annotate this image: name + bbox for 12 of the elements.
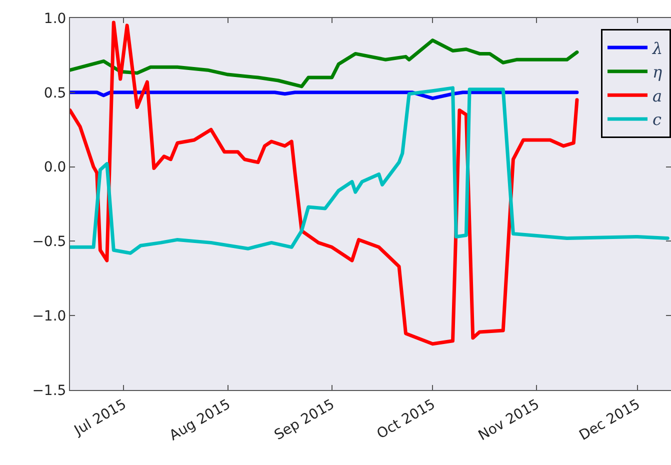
line-series: [70, 38, 579, 88]
legend-label: λ: [652, 38, 663, 58]
line-series: [70, 86, 670, 255]
y-tick-label: −1.0: [32, 308, 66, 324]
legend-label: η: [652, 62, 662, 82]
y-tick-label: −1.5: [32, 382, 66, 399]
legend-label: c: [652, 110, 662, 130]
y-tick-label: −0.5: [32, 234, 66, 250]
y-tick-label: 0.5: [44, 85, 66, 102]
y-tick-label: 1.0: [44, 10, 66, 27]
legend-label: a: [652, 86, 662, 106]
y-tick-label: 0.0: [44, 160, 66, 176]
